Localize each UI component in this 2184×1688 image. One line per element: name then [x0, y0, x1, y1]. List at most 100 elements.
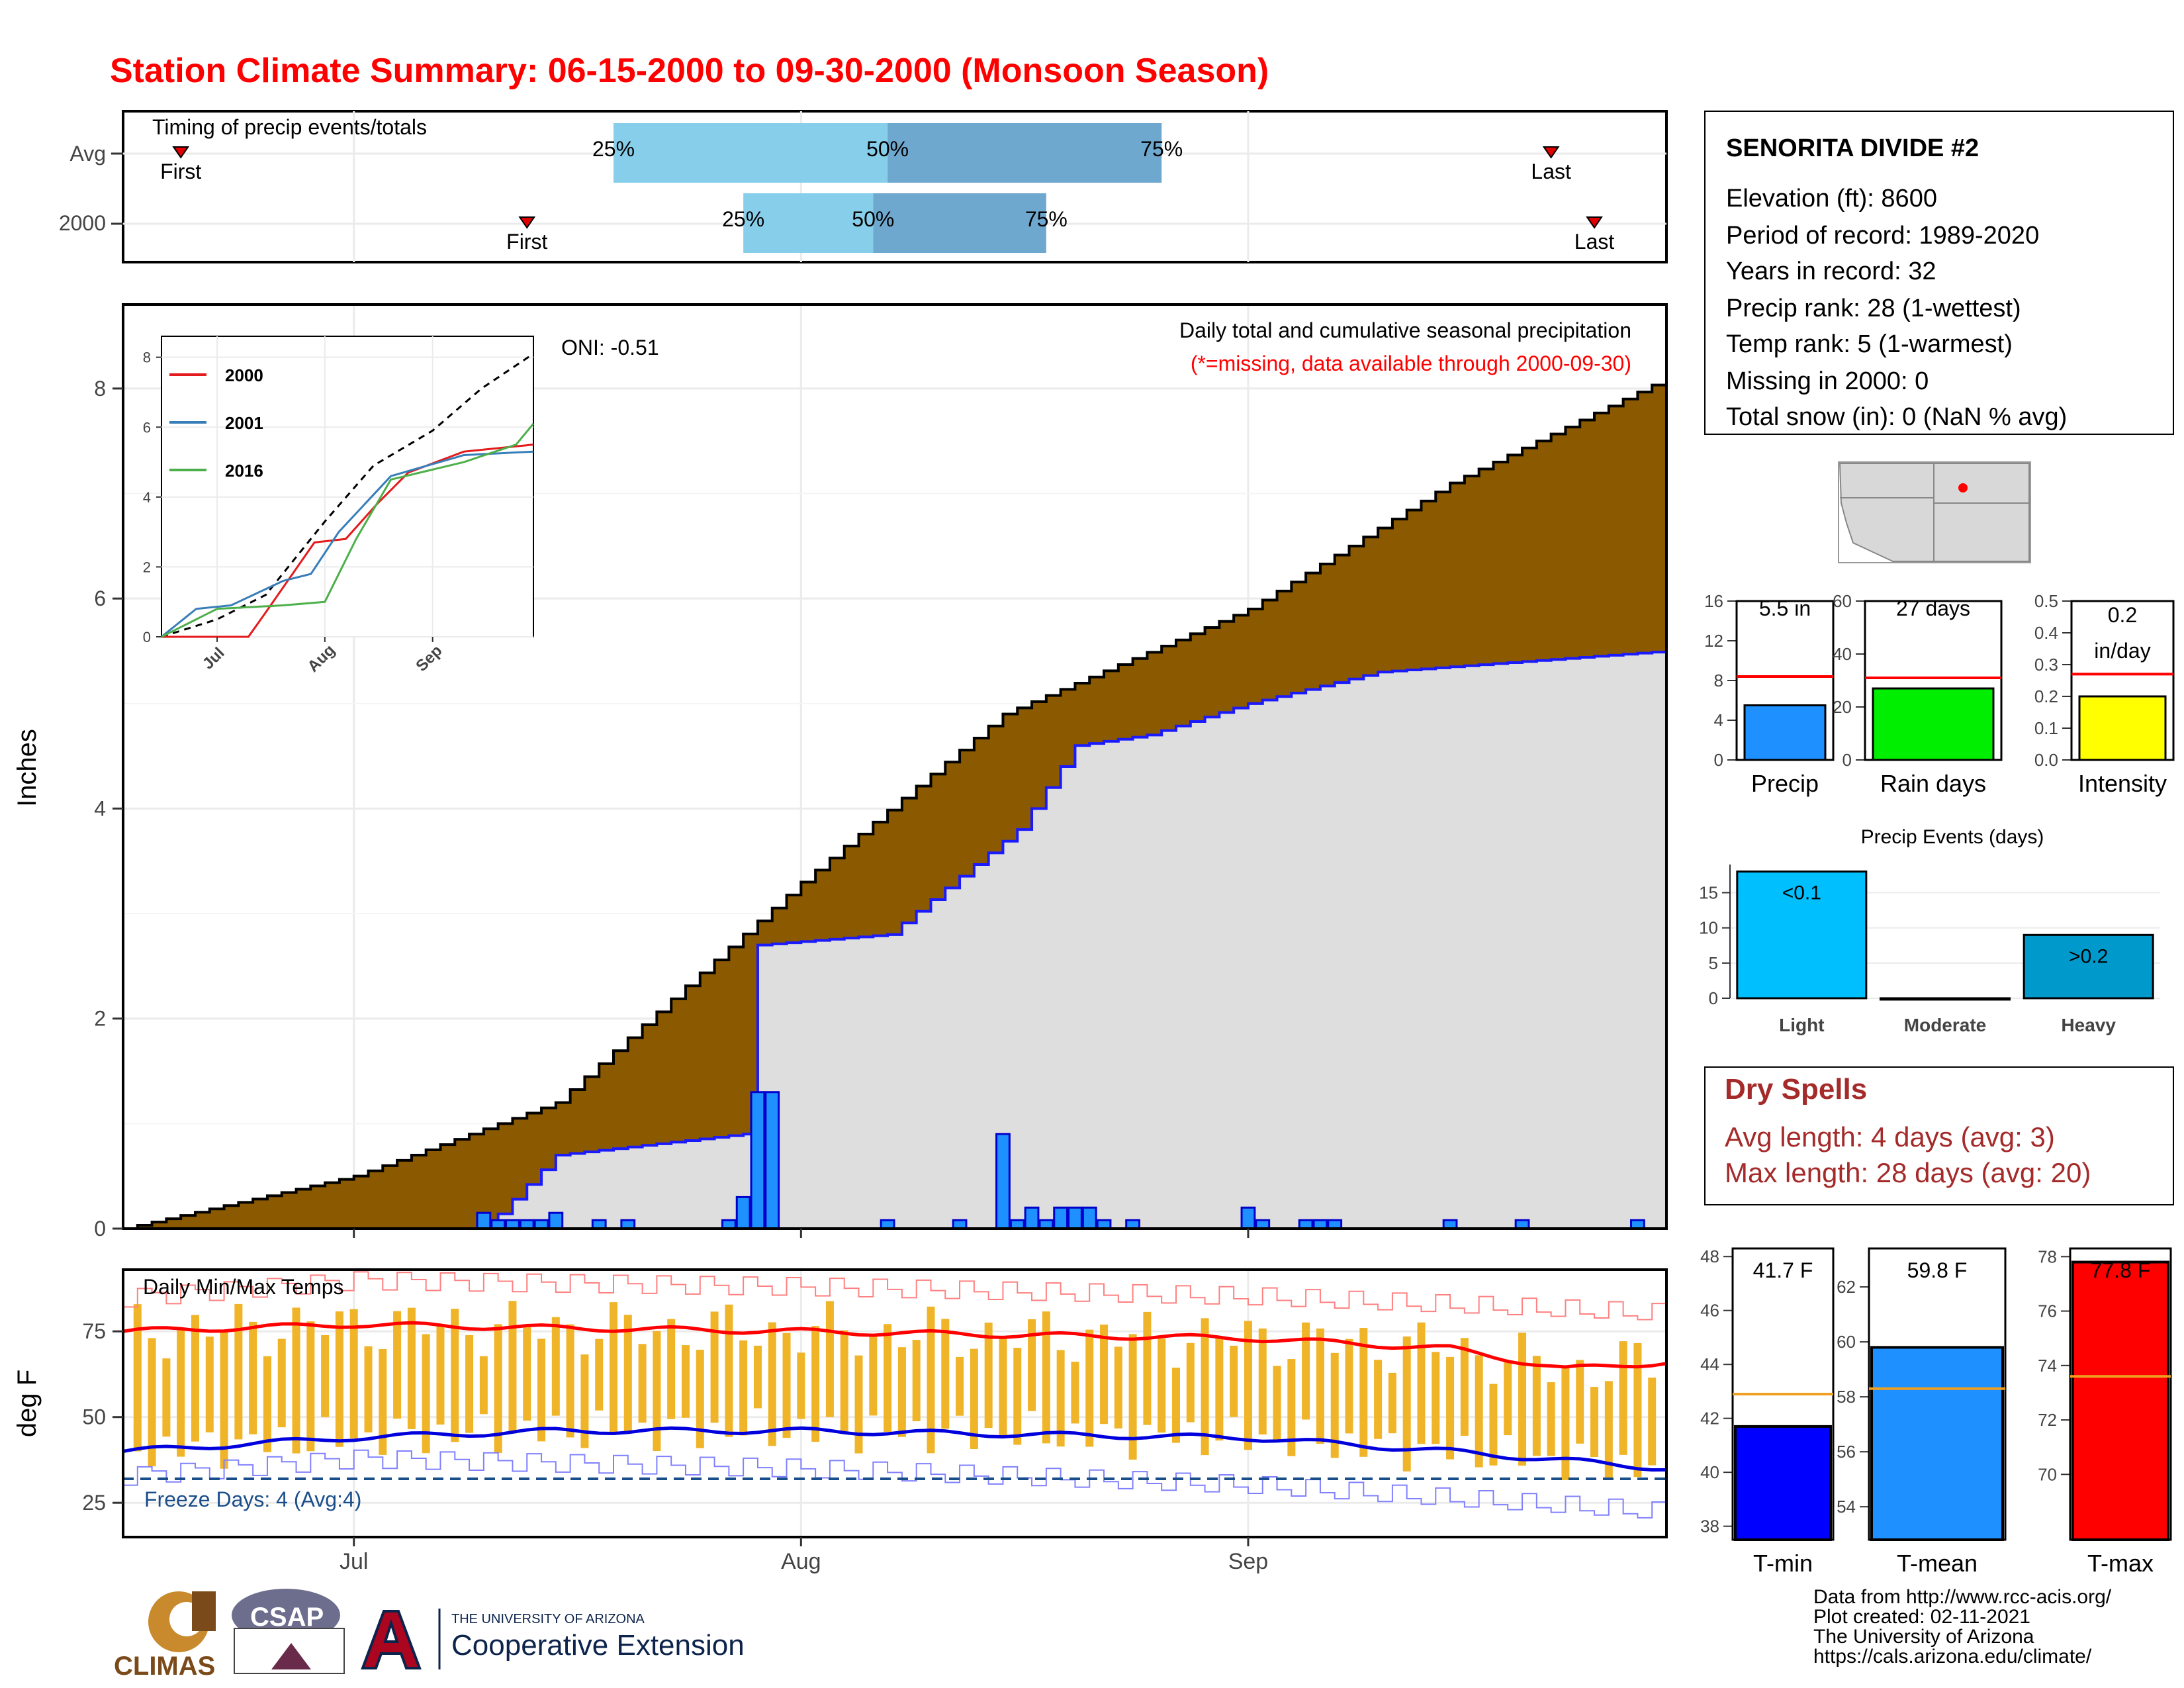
- first-label-2000: First: [506, 230, 547, 254]
- daily-temp-range-bar: [1330, 1352, 1339, 1458]
- events-bar-light: [1736, 870, 1868, 1000]
- inset-ytick-2: 2: [143, 559, 151, 575]
- inset-line-2016: [161, 423, 535, 638]
- first-label-avg: First: [160, 160, 201, 183]
- ua-logo: THE UNIVERSITY OF ARIZONA Cooperative Ex…: [361, 1609, 745, 1669]
- events-bar-heavy: [2023, 933, 2154, 1000]
- daily-temp-range-bar: [653, 1331, 661, 1452]
- last-label-avg: Last: [1531, 160, 1571, 183]
- inset-legend: 2000 2001 2016: [169, 365, 263, 481]
- first-marker-2000: [518, 216, 536, 229]
- precip-events-title: Precip Events (days): [1861, 826, 2044, 848]
- temp-summary-t-min-label: T-min: [1753, 1550, 1813, 1577]
- summary-raindays-label: Rain days: [1880, 770, 1986, 797]
- temp-summary-t-min-value: 41.7 F: [1753, 1258, 1813, 1282]
- legend-2000: 2000: [225, 365, 263, 385]
- daily-temp-range-bar: [970, 1348, 978, 1449]
- events-bar-label-light: <0.1: [1782, 882, 1821, 904]
- daily-temp-range-bar: [681, 1345, 690, 1418]
- daily-precip-bar: [548, 1211, 564, 1230]
- summary-bar-precip: 0 4 8 12 16 5.5 in Precip: [1704, 591, 1835, 797]
- daily-temp-range-bar: [1489, 1383, 1498, 1466]
- events-ytick-0: 0: [1709, 988, 1718, 1008]
- daily-temp-range-bar: [1446, 1356, 1455, 1460]
- daily-temp-range-bar: [1215, 1338, 1224, 1441]
- daily-temp-range-bar: [580, 1354, 589, 1448]
- timing-bar-50-75-avg: [887, 123, 1162, 183]
- station-name: SENORITA DIVIDE #2: [1726, 134, 1979, 162]
- daily-temp-range-bar: [364, 1346, 373, 1432]
- temp-ytick-75: 75: [82, 1319, 106, 1343]
- daily-temp-range-bar: [1171, 1368, 1180, 1443]
- daily-precip-bar: [1053, 1206, 1069, 1230]
- daily-temp-range-bar: [1532, 1356, 1541, 1456]
- daily-temp-range-bar: [191, 1315, 199, 1442]
- daily-temp-range-bar: [393, 1311, 402, 1419]
- daily-temp-range-bar: [220, 1331, 228, 1469]
- daily-temp-range-bar: [753, 1345, 762, 1409]
- summary-precip-ytick-4: 4: [1714, 710, 1723, 730]
- summary-precip-value-bar: [1743, 704, 1827, 761]
- daily-temp-range-bar: [869, 1333, 878, 1416]
- daily-temp-range-bar: [1143, 1311, 1152, 1425]
- legend-2001: 2001: [225, 413, 263, 433]
- summary-bar-raindays: 0 20 40 60 27 days Rain days: [1833, 591, 2003, 797]
- daily-temp-range-bar: [1619, 1341, 1627, 1455]
- temp-summary-t-min-ytick-48: 48: [1700, 1246, 1719, 1266]
- daily-temp-range-bar: [523, 1327, 531, 1421]
- daily-temp-range-bar: [1460, 1338, 1469, 1436]
- daily-temp-range-bar: [667, 1319, 676, 1419]
- temp-summary-t-min-ytick-40: 40: [1700, 1462, 1719, 1482]
- temp-summary-t-min-value-bar: [1734, 1425, 1832, 1542]
- daily-temp-range-bar: [451, 1309, 459, 1442]
- events-category-light: Light: [1779, 1015, 1824, 1035]
- daily-temp-range-bar: [465, 1335, 474, 1433]
- daily-temp-range-bar: [292, 1307, 300, 1454]
- daily-temp-range-bar: [825, 1301, 834, 1417]
- daily-temp-range-bar: [335, 1311, 343, 1447]
- temp-summary-t-mean: 54 56 58 60 62 59.8 F T-mean: [1837, 1247, 2007, 1577]
- daily-temp-range-bar: [884, 1324, 892, 1432]
- daily-temp-range-bar: [479, 1356, 488, 1415]
- precip-ytick-0: 0: [94, 1217, 106, 1241]
- daily-temp-range-bar: [797, 1352, 805, 1419]
- temp-summary-t-mean-ytick-62: 62: [1837, 1277, 1856, 1297]
- oni-label: ONI: -0.51: [561, 336, 659, 359]
- freeze-days-label: Freeze Days: 4 (Avg:4): [144, 1487, 361, 1511]
- precip-panel: 0 2 4 6 8 Inches Daily total and cumulative …: [13, 303, 1668, 1241]
- footer-line-2: Plot created: 02-11-2021: [1813, 1606, 2030, 1628]
- timing-pct-avg-2: 75%: [1140, 137, 1183, 161]
- station-temp-rank: Temp rank: 5 (1-warmest): [1726, 330, 2013, 358]
- daily-temp-range-bar: [696, 1349, 704, 1448]
- timing-pct-avg-0: 25%: [592, 137, 635, 161]
- daily-temp-range-bar: [1028, 1319, 1036, 1411]
- dry-spells-max: Max length: 28 days (avg: 20): [1725, 1157, 2091, 1188]
- station-snow: Total snow (in): 0 (NaN % avg): [1726, 403, 2067, 431]
- daily-temp-range-bar: [263, 1356, 271, 1452]
- events-ytick-15: 15: [1699, 883, 1718, 903]
- inset-ytick-6: 6: [143, 419, 151, 436]
- daily-temp-range-bar: [1417, 1322, 1426, 1444]
- temp-ytick-50: 50: [82, 1405, 106, 1429]
- daily-temp-range-bar: [1359, 1328, 1368, 1457]
- daily-temp-range-bar: [897, 1347, 906, 1437]
- timing-row-label-avg: Avg: [69, 142, 106, 165]
- daily-temp-range-bar: [623, 1315, 632, 1434]
- daily-temp-range-bar: [1345, 1338, 1353, 1434]
- daily-temp-range-bar: [1114, 1346, 1122, 1429]
- precip-y-axis-label: Inches: [13, 729, 42, 807]
- daily-temp-range-bar: [854, 1355, 863, 1454]
- daily-temp-range-bar: [379, 1348, 387, 1455]
- temp-summary-t-max-label: T-max: [2087, 1550, 2154, 1577]
- daily-temp-range-bar: [1100, 1324, 1109, 1425]
- daily-temp-range-bar: [1042, 1311, 1050, 1444]
- summary-intensity-ytick-0.3: 0.3: [2034, 655, 2058, 675]
- ua-logo-text: Cooperative Extension: [451, 1629, 745, 1662]
- summary-raindays-value-bar: [1872, 687, 1995, 761]
- daily-temp-range-bar: [1374, 1360, 1383, 1439]
- timing-row-label-2000: 2000: [59, 211, 106, 235]
- daily-temp-range-bar: [407, 1307, 416, 1429]
- precip-ytick-8: 8: [94, 377, 106, 400]
- daily-temp-range-bar: [1475, 1355, 1483, 1468]
